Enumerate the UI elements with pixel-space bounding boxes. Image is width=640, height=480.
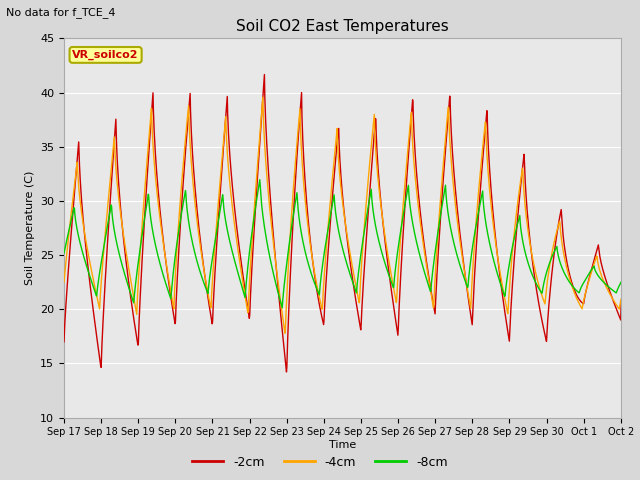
X-axis label: Time: Time: [329, 440, 356, 450]
Text: No data for f_TCE_4: No data for f_TCE_4: [6, 7, 116, 18]
Y-axis label: Soil Temperature (C): Soil Temperature (C): [24, 171, 35, 285]
Title: Soil CO2 East Temperatures: Soil CO2 East Temperatures: [236, 20, 449, 35]
Legend: -2cm, -4cm, -8cm: -2cm, -4cm, -8cm: [187, 451, 453, 474]
Text: VR_soilco2: VR_soilco2: [72, 50, 139, 60]
